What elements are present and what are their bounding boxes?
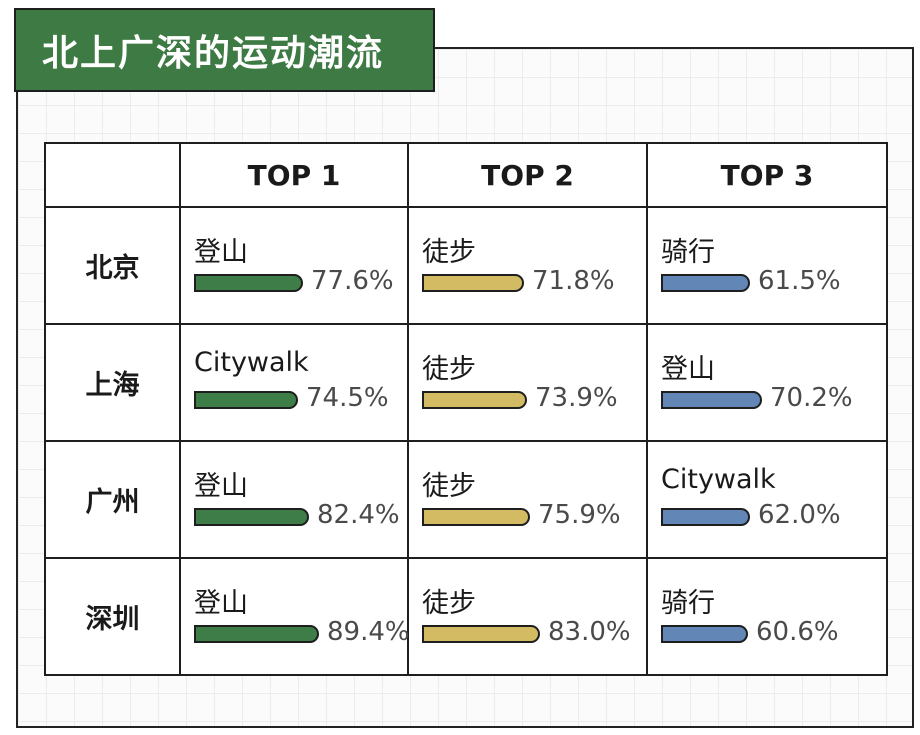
value-bar [661,274,750,292]
value-bar [422,391,527,409]
chart-title: 北上广深的运动潮流 [14,8,435,92]
value-bar [661,391,762,409]
value-label: 75.9% [538,500,621,530]
activity-label: Citywalk [661,464,776,495]
activity-label: 骑行 [661,237,715,268]
rank-cell: 徒步 73.9% [407,323,648,442]
value-bar [422,274,524,292]
table-row: 深圳 登山 89.4% 徒步 83.0% 骑行 60.6% [44,557,888,676]
activity-label: 徒步 [422,354,476,385]
rank-cell: 徒步 71.8% [407,206,648,325]
rank-cell: 徒步 83.0% [407,557,648,676]
activity-label: 登山 [194,588,248,619]
activity-label: 徒步 [422,471,476,502]
table-row: 广州 登山 82.4% 徒步 75.9% Citywalk 62.0% [44,440,888,559]
column-header-top1: TOP 1 [179,142,409,208]
value-bar [194,508,309,526]
value-bar [422,508,530,526]
value-bar [194,274,303,292]
value-bar [422,625,540,643]
table-row: 北京 登山 77.6% 徒步 71.8% 骑行 61.5% [44,206,888,325]
value-label: 77.6% [311,266,394,296]
rank-cell: 登山 70.2% [646,323,888,442]
activity-label: 骑行 [661,588,715,619]
rank-cell: 徒步 75.9% [407,440,648,559]
column-header-top3: TOP 3 [646,142,888,208]
city-label: 广州 [44,440,181,559]
rank-cell: 骑行 60.6% [646,557,888,676]
value-bar [661,625,748,643]
column-header-top2: TOP 2 [407,142,648,208]
value-label: 71.8% [532,266,615,296]
value-label: 74.5% [306,383,389,413]
value-label: 70.2% [770,383,853,413]
table-row: 上海 Citywalk 74.5% 徒步 73.9% 登山 70.2% [44,323,888,442]
rank-cell: Citywalk 62.0% [646,440,888,559]
activity-label: 登山 [194,471,248,502]
city-label: 北京 [44,206,181,325]
rank-cell: 登山 82.4% [179,440,409,559]
value-bar [194,391,298,409]
rank-cell: 登山 77.6% [179,206,409,325]
city-label: 深圳 [44,557,181,676]
activity-label: Citywalk [194,347,309,378]
value-label: 60.6% [756,617,839,647]
activity-label: 徒步 [422,237,476,268]
rank-cell: 骑行 61.5% [646,206,888,325]
value-label: 73.9% [535,383,618,413]
city-label: 上海 [44,323,181,442]
value-bar [194,625,319,643]
value-label: 62.0% [758,500,841,530]
value-label: 89.4% [327,617,410,647]
activity-label: 登山 [194,237,248,268]
rank-cell: 登山 89.4% [179,557,410,676]
value-label: 61.5% [758,266,841,296]
ranking-table: TOP 1 TOP 2 TOP 3 北京 登山 77.6% 徒步 71.8% 骑行 61.5… [44,142,888,676]
header-row: TOP 1 TOP 2 TOP 3 [44,142,888,208]
value-bar [661,508,750,526]
value-label: 83.0% [548,617,631,647]
value-label: 82.4% [317,500,400,530]
activity-label: 登山 [661,354,715,385]
rank-cell: Citywalk 74.5% [179,323,409,442]
corner-cell [44,142,181,208]
activity-label: 徒步 [422,588,476,619]
